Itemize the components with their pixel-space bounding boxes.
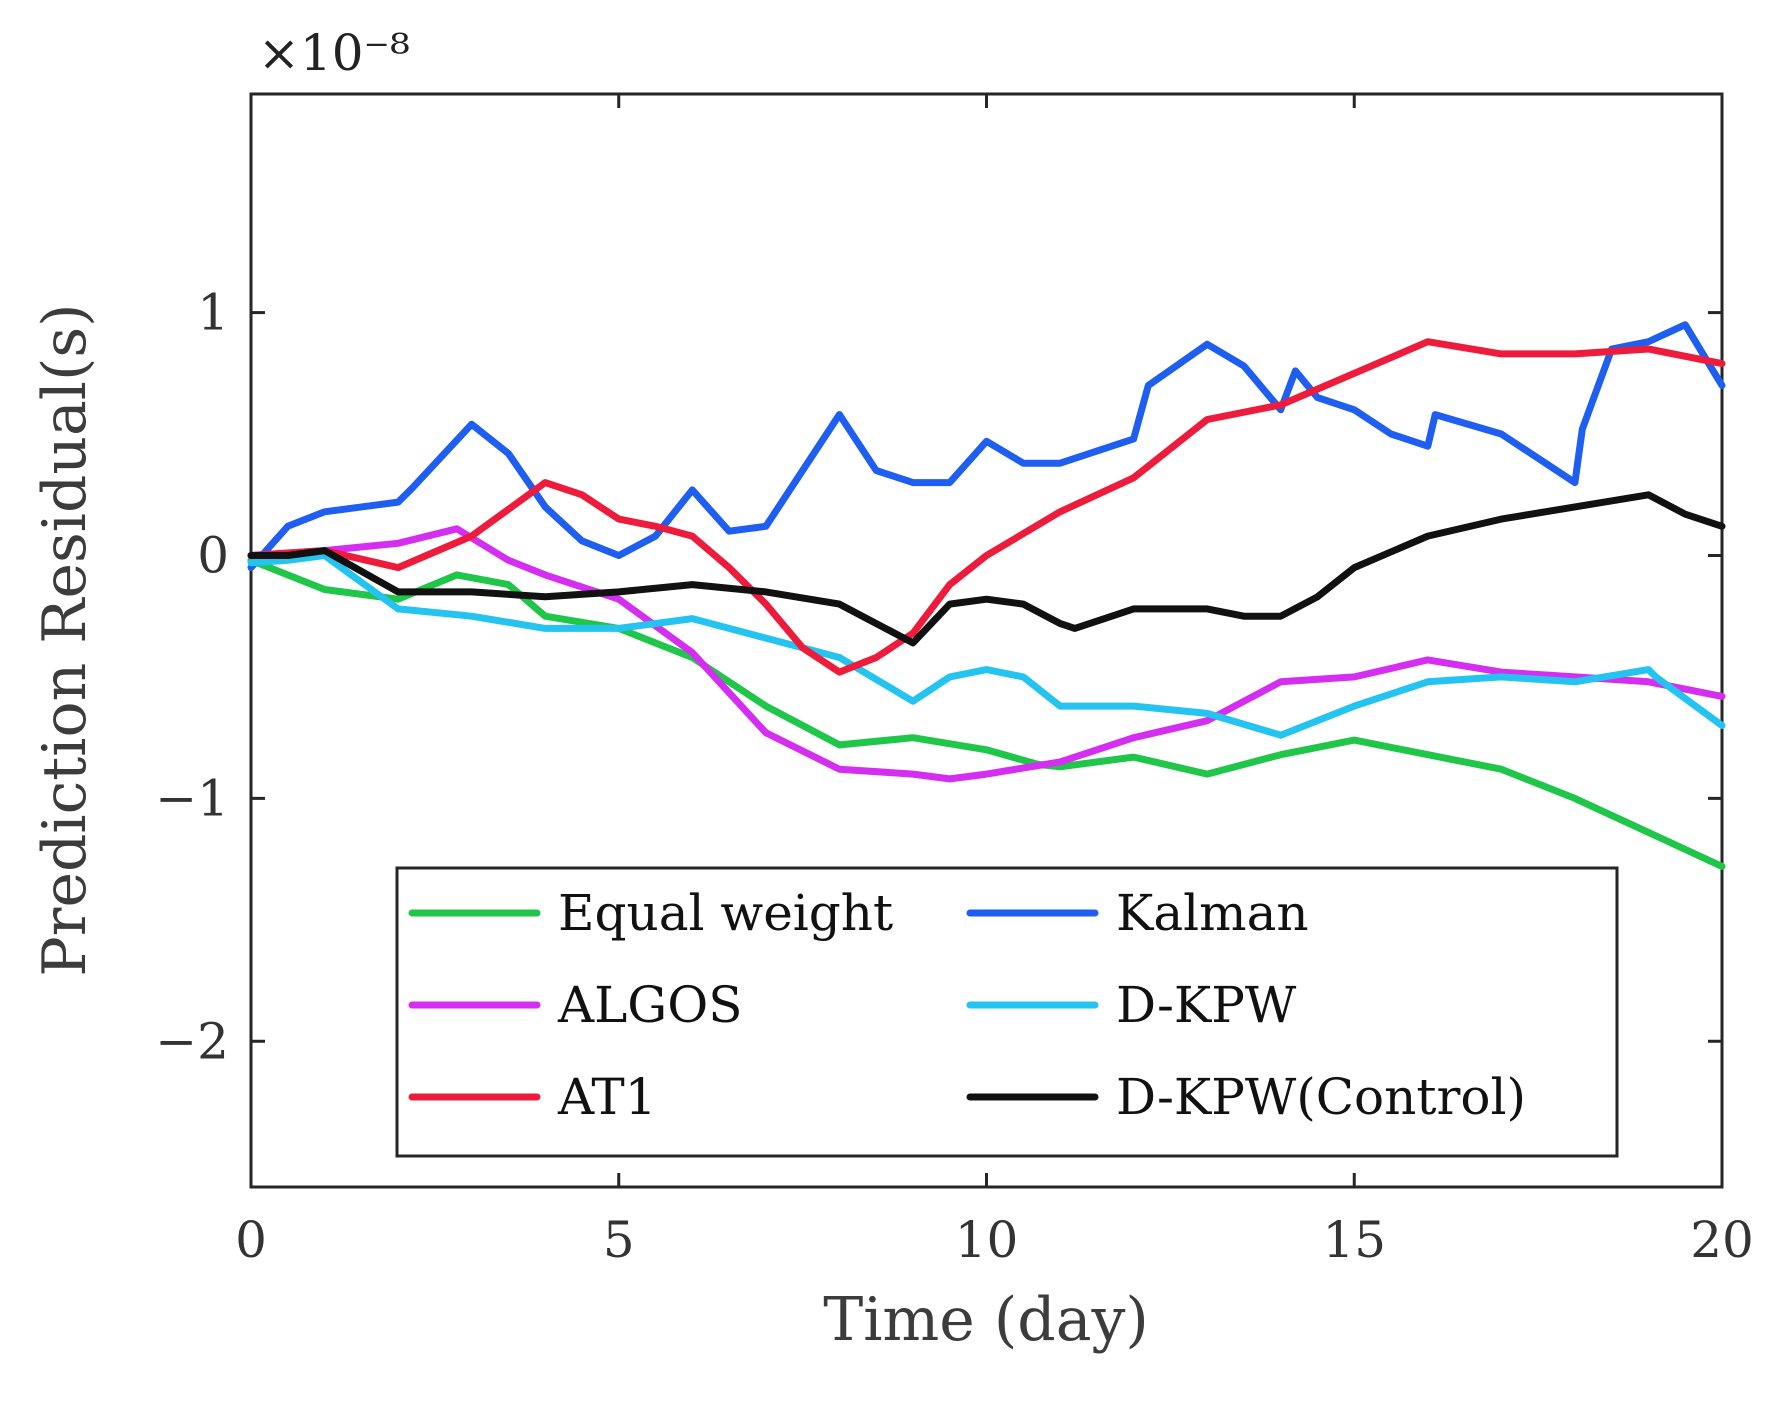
x-tick-label: 0 <box>235 1211 267 1269</box>
series-line-at1 <box>247 338 1726 676</box>
y-tick-label: 1 <box>197 284 229 342</box>
legend-label-d-kpw: D-KPW <box>1116 976 1297 1034</box>
y-axis-label: Prediction Residual(s) <box>30 303 100 976</box>
legend-label-algos: ALGOS <box>557 976 743 1034</box>
x-axis-ticks: 0 5 10 15 20 <box>235 94 1754 1269</box>
y-tick-label: −1 <box>155 769 229 827</box>
x-axis-label: Time (day) <box>823 1285 1149 1355</box>
series-line-equal-weight <box>247 556 1726 870</box>
x-tick-label: 10 <box>955 1211 1019 1269</box>
series-line-kalman <box>247 321 1726 572</box>
legend-label-equal-weight: Equal weight <box>558 884 893 942</box>
series-line-d-kpw <box>247 552 1726 739</box>
y-tick-label: 0 <box>197 526 229 584</box>
legend-label-d-kpw-control: D-KPW(Control) <box>1116 1068 1526 1126</box>
series-line-algos <box>247 525 1726 783</box>
y-axis-exponent-label: ×10⁻⁸ <box>258 24 410 82</box>
y-tick-label: −2 <box>155 1012 229 1070</box>
series-line-d-kpw-control <box>247 491 1726 647</box>
legend: Equal weight ALGOS AT1 Kalman D-KPW D-KPW(Con… <box>395 866 1619 1158</box>
y-axis-ticks: −2 −1 0 1 <box>155 284 1722 1070</box>
x-tick-label: 15 <box>1322 1211 1386 1269</box>
x-tick-label: 5 <box>603 1211 635 1269</box>
legend-label-kalman: Kalman <box>1116 884 1309 942</box>
x-tick-label: 20 <box>1690 1211 1754 1269</box>
legend-label-at1: AT1 <box>557 1068 657 1126</box>
series-lines <box>247 321 1726 870</box>
